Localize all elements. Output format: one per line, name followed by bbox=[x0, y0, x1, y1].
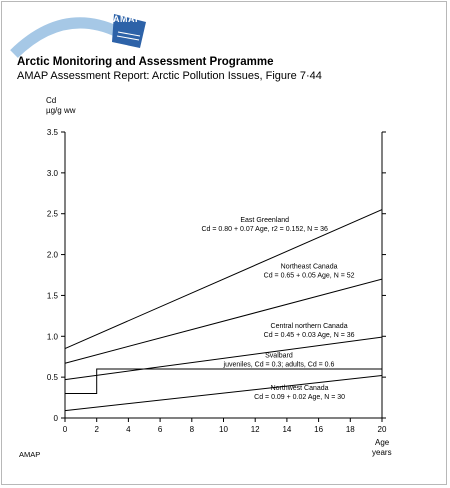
y-tick-label: 0.5 bbox=[47, 373, 59, 382]
series-line-northeast-canada bbox=[64, 278, 383, 364]
x-tick-label: 16 bbox=[314, 425, 323, 434]
x-tick-label: 0 bbox=[63, 425, 68, 434]
y-tick-label: 2.5 bbox=[47, 210, 59, 219]
x-tick-label: 20 bbox=[378, 425, 387, 434]
report-title: AMAP Assessment Report: Arctic Pollution… bbox=[17, 70, 322, 82]
x-tick-label: 2 bbox=[94, 425, 99, 434]
series-equation-central-northern-canada: Cd = 0.45 + 0.03 Age, N = 36 bbox=[264, 332, 355, 339]
x-axis-label-line-1: Age bbox=[375, 438, 390, 447]
series-label-central-northern-canada: Central northern Canada bbox=[271, 323, 348, 330]
series-label-northwest-canada: Northwest Canada bbox=[271, 385, 329, 392]
series-line-northwest-canada bbox=[64, 375, 383, 412]
y-tick-label: 1.0 bbox=[47, 332, 59, 341]
y-axis-label-line-2: µg/g ww bbox=[46, 106, 76, 115]
x-tick-label: 4 bbox=[126, 425, 131, 434]
amap-logo-mark bbox=[110, 12, 150, 50]
series-equation-svalbard: juveniles, Cd = 0.3; adults, Cd = 0.6 bbox=[223, 362, 335, 369]
x-axis-label-line-2: years bbox=[372, 448, 392, 457]
y-tick-label: 3.0 bbox=[47, 169, 59, 178]
x-tick-label: 14 bbox=[282, 425, 291, 434]
series-label-svalbard: Svalbard bbox=[265, 353, 293, 360]
series-label-east-greenland: East Greenland bbox=[240, 217, 289, 224]
series-line-east-greenland bbox=[64, 209, 383, 350]
series-label-northeast-canada: Northeast Canada bbox=[281, 263, 338, 270]
series-equation-northeast-canada: Cd = 0.65 + 0.05 Age, N = 52 bbox=[264, 272, 355, 279]
y-tick-label: 2.0 bbox=[47, 251, 59, 260]
series-line-central-northern-canada bbox=[64, 336, 383, 381]
y-tick-label: 3.5 bbox=[47, 128, 59, 137]
footer-label: AMAP bbox=[19, 450, 41, 459]
y-tick-label: 1.5 bbox=[47, 291, 59, 300]
x-tick-label: 10 bbox=[219, 425, 228, 434]
x-tick-label: 6 bbox=[158, 425, 163, 434]
x-tick-label: 18 bbox=[346, 425, 355, 434]
series-equation-northwest-canada: Cd = 0.09 + 0.02 Age, N = 30 bbox=[254, 394, 345, 401]
amap-logo-text: AMAP bbox=[113, 14, 142, 24]
x-tick-label: 12 bbox=[251, 425, 260, 434]
y-axis-label-line-1: Cd bbox=[46, 96, 56, 105]
y-tick-label: 0 bbox=[54, 414, 59, 423]
series-equation-east-greenland: Cd = 0.80 + 0.07 Age, r2 = 0.152, N = 36 bbox=[201, 226, 328, 233]
series-line-svalbard bbox=[65, 368, 382, 394]
amap-logo-arc bbox=[10, 17, 121, 58]
x-tick-label: 8 bbox=[190, 425, 195, 434]
organization-title: Arctic Monitoring and Assessment Program… bbox=[17, 56, 274, 68]
